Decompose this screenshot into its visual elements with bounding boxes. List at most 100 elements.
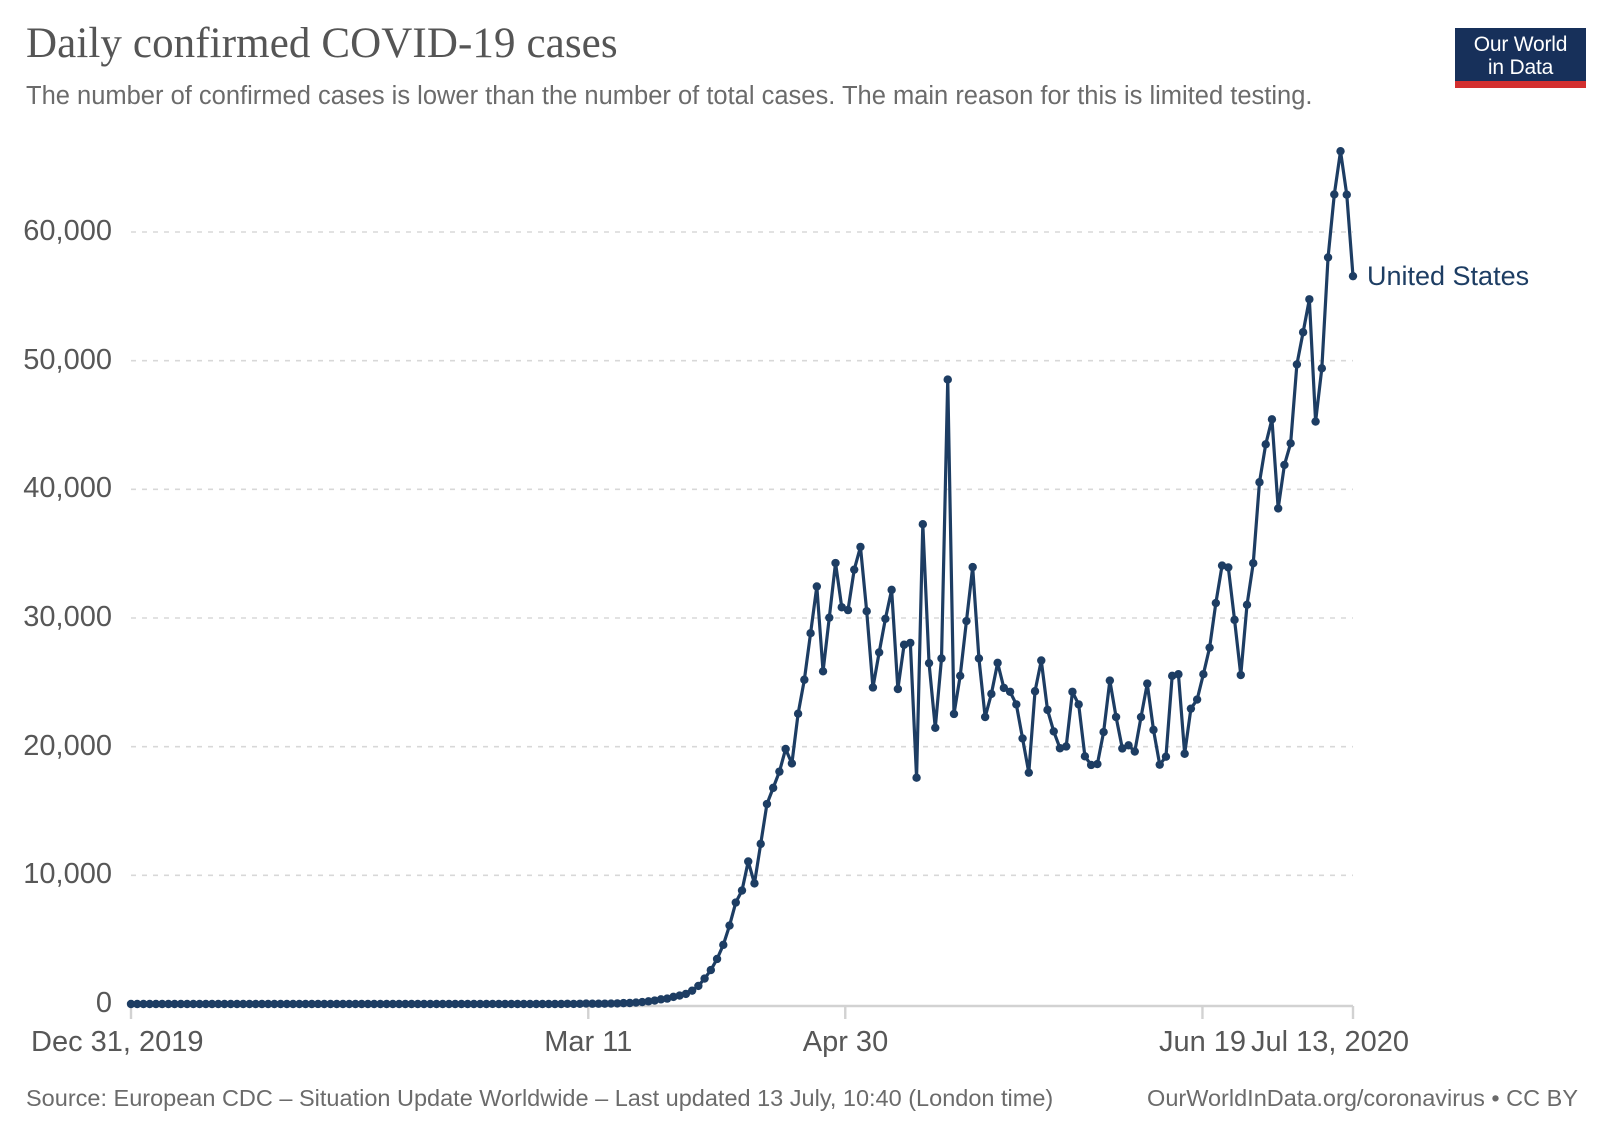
data-point[interactable] bbox=[1298, 328, 1308, 337]
data-point[interactable] bbox=[706, 965, 716, 975]
data-point[interactable] bbox=[251, 999, 260, 1009]
data-point[interactable] bbox=[1267, 415, 1277, 424]
data-point[interactable] bbox=[775, 767, 784, 776]
data-point[interactable] bbox=[687, 986, 697, 995]
data-point[interactable] bbox=[538, 999, 547, 1009]
data-point[interactable] bbox=[719, 940, 728, 950]
data-point[interactable] bbox=[1205, 643, 1214, 652]
data-point[interactable] bbox=[532, 999, 541, 1009]
data-point[interactable] bbox=[1224, 563, 1233, 572]
data-point[interactable] bbox=[906, 638, 915, 648]
data-point[interactable] bbox=[631, 998, 641, 1007]
data-point[interactable] bbox=[1080, 752, 1090, 761]
data-point[interactable] bbox=[681, 989, 691, 999]
data-point[interactable] bbox=[781, 744, 790, 754]
data-point[interactable] bbox=[756, 839, 765, 849]
data-point[interactable] bbox=[962, 616, 971, 626]
data-point[interactable] bbox=[862, 607, 871, 616]
data-point[interactable] bbox=[475, 999, 485, 1009]
data-point[interactable] bbox=[351, 999, 360, 1009]
data-point[interactable] bbox=[881, 614, 890, 623]
data-point[interactable] bbox=[831, 558, 840, 568]
data-point[interactable] bbox=[1111, 712, 1121, 722]
data-point[interactable] bbox=[1030, 687, 1040, 696]
data-point[interactable] bbox=[1174, 670, 1183, 679]
data-point[interactable] bbox=[313, 999, 323, 1009]
data-point[interactable] bbox=[1068, 687, 1077, 696]
data-point[interactable] bbox=[644, 997, 653, 1006]
data-point[interactable] bbox=[1323, 253, 1333, 262]
data-point[interactable] bbox=[619, 998, 628, 1008]
data-point[interactable] bbox=[1292, 360, 1302, 369]
data-point[interactable] bbox=[426, 999, 435, 1009]
data-point[interactable] bbox=[1043, 705, 1052, 715]
data-point[interactable] bbox=[744, 857, 753, 866]
data-point[interactable] bbox=[544, 999, 553, 1009]
data-point[interactable] bbox=[625, 998, 634, 1008]
data-point[interactable] bbox=[469, 999, 479, 1009]
data-point[interactable] bbox=[1155, 760, 1164, 769]
data-point[interactable] bbox=[762, 799, 772, 809]
data-point[interactable] bbox=[987, 689, 996, 699]
data-point[interactable] bbox=[1261, 440, 1270, 449]
data-point[interactable] bbox=[438, 999, 447, 1009]
data-point[interactable] bbox=[419, 999, 429, 1009]
data-point[interactable] bbox=[457, 999, 466, 1009]
data-point[interactable] bbox=[1124, 741, 1133, 750]
data-point[interactable] bbox=[581, 999, 591, 1008]
data-point[interactable] bbox=[638, 997, 647, 1007]
data-point[interactable] bbox=[1305, 295, 1314, 304]
data-point[interactable] bbox=[968, 562, 977, 572]
data-point[interactable] bbox=[1192, 695, 1202, 704]
data-point[interactable] bbox=[1136, 712, 1146, 722]
data-point[interactable] bbox=[700, 974, 709, 983]
data-point[interactable] bbox=[525, 999, 535, 1009]
data-point[interactable] bbox=[1118, 744, 1127, 753]
data-point[interactable] bbox=[401, 999, 410, 1009]
data-point[interactable] bbox=[345, 999, 354, 1009]
data-point[interactable] bbox=[793, 709, 803, 718]
data-point[interactable] bbox=[189, 999, 198, 1009]
data-point[interactable] bbox=[1149, 725, 1158, 735]
data-point[interactable] bbox=[326, 999, 335, 1009]
data-point[interactable] bbox=[1342, 190, 1351, 199]
data-point[interactable] bbox=[263, 999, 273, 1009]
data-point[interactable] bbox=[1186, 704, 1196, 713]
data-point[interactable] bbox=[1012, 700, 1021, 709]
data-point[interactable] bbox=[600, 999, 610, 1008]
data-point[interactable] bbox=[669, 992, 678, 1002]
data-point[interactable] bbox=[170, 999, 179, 1009]
data-point[interactable] bbox=[768, 783, 778, 793]
series-united-states[interactable] bbox=[126, 146, 1358, 1009]
data-point[interactable] bbox=[887, 585, 896, 595]
data-point[interactable] bbox=[943, 375, 952, 384]
data-point[interactable] bbox=[301, 999, 310, 1009]
data-point[interactable] bbox=[843, 605, 853, 615]
data-point[interactable] bbox=[388, 999, 398, 1009]
data-point[interactable] bbox=[575, 999, 585, 1008]
data-point[interactable] bbox=[1255, 478, 1264, 487]
data-point[interactable] bbox=[394, 999, 404, 1009]
data-point[interactable] bbox=[369, 999, 379, 1009]
data-point[interactable] bbox=[507, 999, 516, 1009]
data-point[interactable] bbox=[182, 999, 192, 1009]
data-point[interactable] bbox=[725, 921, 734, 930]
data-point[interactable] bbox=[139, 999, 148, 1009]
data-point[interactable] bbox=[1311, 417, 1320, 426]
data-point[interactable] bbox=[1230, 615, 1239, 625]
data-point[interactable] bbox=[825, 613, 834, 622]
data-point[interactable] bbox=[463, 999, 472, 1009]
data-point[interactable] bbox=[320, 999, 329, 1009]
data-point[interactable] bbox=[1037, 656, 1046, 665]
data-point[interactable] bbox=[712, 954, 722, 964]
data-point[interactable] bbox=[332, 999, 341, 1009]
data-point[interactable] bbox=[1199, 670, 1208, 679]
data-point[interactable] bbox=[444, 999, 454, 1009]
data-point[interactable] bbox=[239, 999, 248, 1009]
data-point[interactable] bbox=[363, 999, 373, 1009]
data-point[interactable] bbox=[737, 886, 747, 895]
our-world-in-data-logo[interactable]: Our World in Data bbox=[1455, 28, 1586, 88]
data-point[interactable] bbox=[1024, 768, 1034, 777]
data-point[interactable] bbox=[656, 995, 666, 1004]
data-point[interactable] bbox=[1105, 676, 1115, 685]
